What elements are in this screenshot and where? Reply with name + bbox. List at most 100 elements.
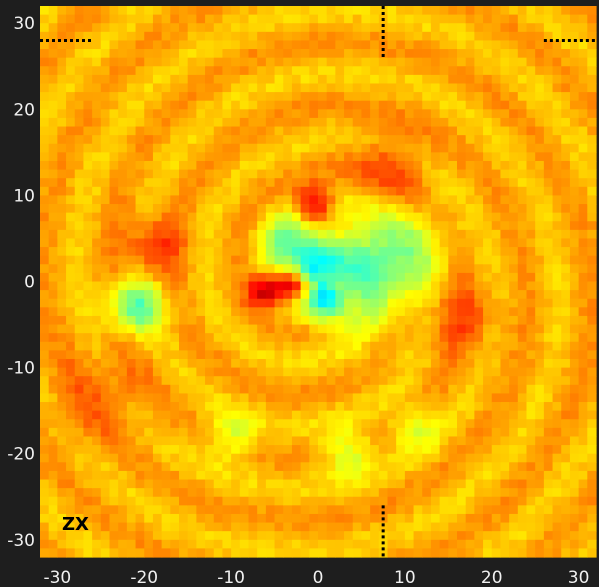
- heatmap-cell: [457, 152, 467, 162]
- heatmap-cell: [179, 74, 189, 85]
- heatmap-cell: [361, 143, 371, 153]
- heatmap-cell: [118, 548, 128, 558]
- heatmap-cell: [135, 247, 145, 257]
- heatmap-cell: [213, 23, 224, 33]
- heatmap-cell: [109, 419, 119, 429]
- heatmap-cell: [48, 247, 58, 257]
- heatmap-cell: [509, 169, 519, 179]
- heatmap-cell: [587, 410, 597, 420]
- heatmap-cell: [213, 255, 224, 265]
- heatmap-cell: [100, 505, 111, 515]
- heatmap-cell: [404, 539, 415, 549]
- heatmap-cell: [109, 393, 119, 403]
- heatmap-cell: [500, 264, 510, 274]
- heatmap-cell: [439, 100, 449, 110]
- heatmap-cell: [422, 307, 432, 317]
- heatmap-cell: [543, 350, 554, 360]
- heatmap-cell: [239, 298, 250, 308]
- heatmap-cell: [474, 186, 484, 197]
- heatmap-cell: [152, 350, 163, 360]
- heatmap-cell: [326, 66, 336, 76]
- heatmap-cell: [535, 488, 545, 498]
- heatmap-cell: [318, 427, 328, 438]
- heatmap-cell: [40, 436, 50, 446]
- heatmap-cell: [526, 229, 536, 240]
- heatmap-cell: [561, 324, 571, 334]
- heatmap-cell: [144, 281, 154, 291]
- heatmap-cell: [457, 109, 467, 119]
- heatmap-cell: [500, 350, 510, 360]
- heatmap-cell: [439, 152, 449, 162]
- heatmap-cell: [265, 100, 276, 110]
- heatmap-cell: [40, 358, 50, 369]
- heatmap-cell: [344, 505, 354, 515]
- heatmap-cell: [248, 402, 258, 412]
- heatmap-cell: [335, 135, 345, 145]
- heatmap-cell: [309, 6, 319, 16]
- heatmap-cell: [457, 376, 467, 386]
- heatmap-cell: [309, 49, 319, 59]
- heatmap-cell: [161, 66, 171, 76]
- heatmap-cell: [361, 6, 371, 16]
- heatmap-cell: [135, 135, 145, 145]
- heatmap-cell: [352, 384, 363, 395]
- heatmap-cell: [161, 298, 171, 308]
- heatmap-cell: [448, 419, 458, 429]
- heatmap-cell: [361, 522, 371, 532]
- heatmap-cell: [483, 513, 493, 524]
- heatmap-cell: [309, 367, 319, 377]
- heatmap-cell: [83, 410, 93, 420]
- heatmap-cell: [74, 23, 85, 33]
- heatmap-cell: [318, 307, 328, 317]
- heatmap-cell: [291, 376, 302, 386]
- heatmap-cell: [265, 109, 276, 119]
- heatmap-cell: [352, 74, 363, 85]
- heatmap-cell: [161, 453, 171, 463]
- heatmap-cell: [135, 238, 145, 248]
- heatmap-cell: [170, 160, 180, 171]
- heatmap-cell: [543, 74, 554, 85]
- heatmap-cell: [48, 169, 58, 179]
- heatmap-cell: [57, 195, 67, 205]
- heatmap-cell: [387, 100, 397, 110]
- heatmap-cell: [222, 135, 232, 145]
- heatmap-cell: [474, 281, 484, 291]
- heatmap-cell: [283, 178, 293, 188]
- heatmap-cell: [135, 333, 145, 343]
- heatmap-cell: [335, 14, 345, 24]
- heatmap-cell: [144, 117, 154, 128]
- heatmap-cell: [118, 410, 128, 420]
- heatmap-cell: [40, 496, 50, 506]
- heatmap-cell: [231, 66, 241, 76]
- heatmap-cell: [439, 436, 449, 446]
- heatmap-cell: [552, 204, 562, 214]
- heatmap-cell: [491, 324, 502, 334]
- heatmap-cell: [465, 539, 475, 549]
- heatmap-cell: [448, 109, 458, 119]
- heatmap-cell: [439, 488, 449, 498]
- heatmap-cell: [396, 178, 406, 188]
- heatmap-cell: [396, 74, 406, 85]
- heatmap-cell: [231, 427, 241, 438]
- heatmap-cell: [517, 307, 528, 317]
- heatmap-cell: [361, 264, 371, 274]
- heatmap-cell: [170, 462, 180, 472]
- heatmap-cell: [83, 178, 93, 188]
- heatmap-cell: [179, 505, 189, 515]
- heatmap-cell: [361, 315, 371, 326]
- heatmap-cell: [135, 31, 145, 42]
- heatmap-cell: [57, 548, 67, 558]
- heatmap-cell: [100, 281, 111, 291]
- heatmap-cell: [170, 152, 180, 162]
- heatmap-cell: [248, 358, 258, 369]
- heatmap-cell: [248, 522, 258, 532]
- heatmap-cell: [161, 14, 171, 24]
- heatmap-cell: [300, 83, 310, 93]
- heatmap-cell: [83, 324, 93, 334]
- heatmap-cell: [274, 178, 284, 188]
- heatmap-cell: [83, 462, 93, 472]
- heatmap-cell: [118, 298, 128, 308]
- heatmap-cell: [474, 298, 484, 308]
- heatmap-cell: [370, 505, 380, 515]
- heatmap-cell: [517, 384, 528, 395]
